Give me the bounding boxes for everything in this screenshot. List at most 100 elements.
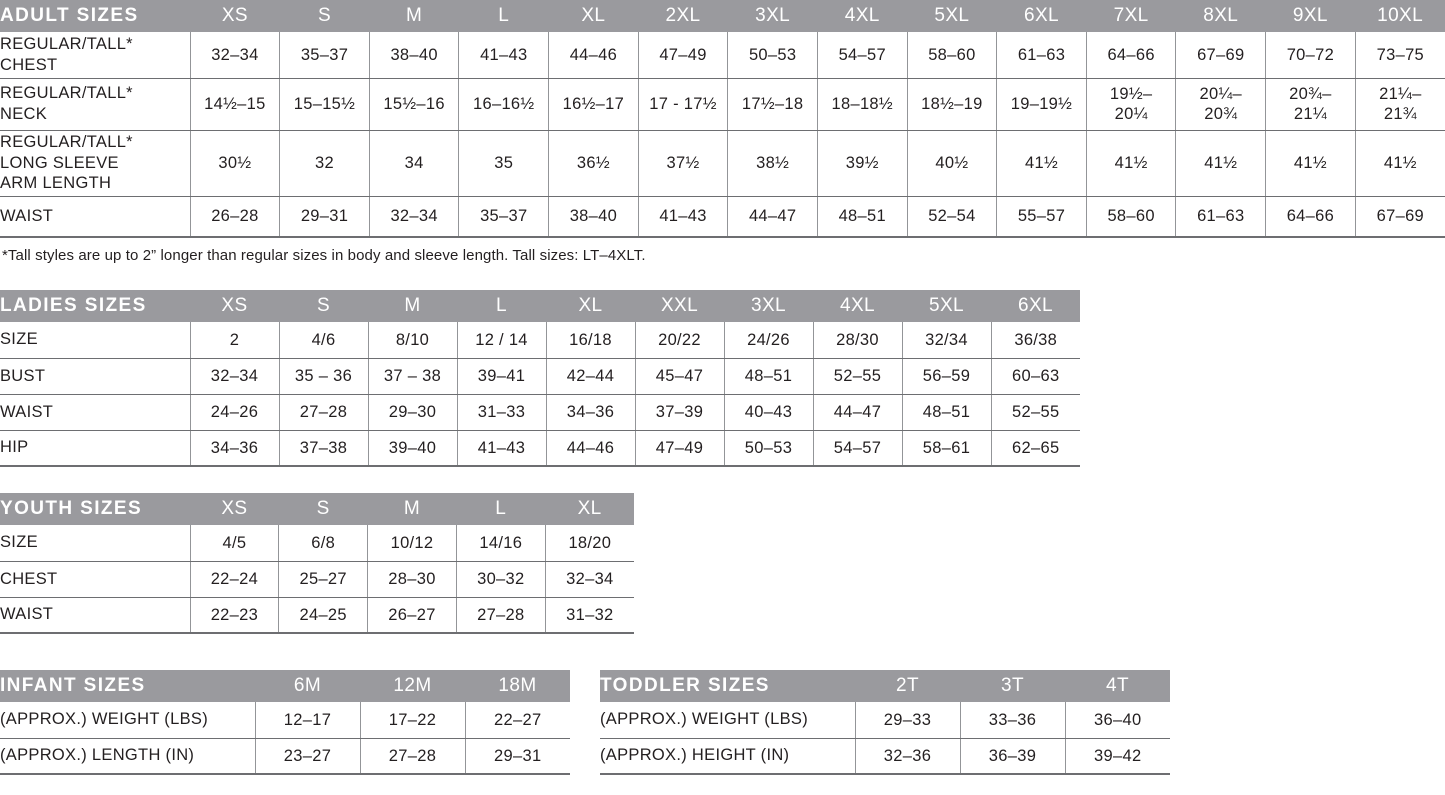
infant-toddler-row: INFANT SIZES 6M 12M 18M (APPROX.) WEIGHT… xyxy=(0,670,1445,775)
infant-length-18m: 29–31 xyxy=(464,738,570,775)
ladies-size-s: 4/6 xyxy=(278,322,368,359)
ladies-table-header: LADIES SIZES XS S M L XL XXL 3XL 4XL 5XL… xyxy=(0,290,1080,322)
ladies-waist-6xl: 52–55 xyxy=(990,394,1080,431)
ladies-col-xs: XS xyxy=(190,290,279,322)
adult-waist-8xl: 61–63 xyxy=(1175,196,1266,238)
table-row: SIZE 2 4/6 8/10 12 / 14 16/18 20/22 24/2… xyxy=(0,322,1080,359)
youth-size-xl: 18/20 xyxy=(544,525,634,562)
adult-sizes-block: ADULT SIZES XS S M L XL 2XL 3XL 4XL 5XL … xyxy=(0,0,1445,264)
toddler-col-3t: 3T xyxy=(960,670,1065,702)
adult-sleeve-xs: 30½ xyxy=(189,130,280,197)
adult-tall-footnote: *Tall styles are up to 2” longer than re… xyxy=(2,247,646,264)
youth-col-l: L xyxy=(456,493,546,525)
ladies-sizes-title: LADIES SIZES xyxy=(0,290,190,322)
adult-col-4xl: 4XL xyxy=(817,0,908,32)
adult-neck-s: 15–15½ xyxy=(279,78,370,131)
ladies-bust-m: 37 – 38 xyxy=(367,358,457,395)
adult-chest-xl: 44–46 xyxy=(548,32,639,79)
ladies-col-5xl: 5XL xyxy=(902,290,991,322)
spacer-ladies-youth xyxy=(0,467,1445,493)
table-row: SIZE 4/5 6/8 10/12 14/16 18/20 xyxy=(0,525,634,562)
infant-weight-6m: 12–17 xyxy=(254,702,360,739)
adult-neck-5xl: 18½–19 xyxy=(906,78,997,131)
adult-col-l: L xyxy=(458,0,549,32)
adult-sleeve-6xl: 41½ xyxy=(996,130,1087,197)
adult-neck-xs: 14½–15 xyxy=(189,78,280,131)
ladies-hip-l: 41–43 xyxy=(456,430,546,467)
youth-col-m: M xyxy=(367,493,457,525)
adult-row-label-sleeve: REGULAR/TALL* LONG SLEEVE ARM LENGTH xyxy=(0,130,191,197)
ladies-col-6xl: 6XL xyxy=(991,290,1080,322)
ladies-bust-5xl: 56–59 xyxy=(901,358,991,395)
ladies-hip-6xl: 62–65 xyxy=(990,430,1080,467)
ladies-size-xxl: 20/22 xyxy=(634,322,724,359)
adult-waist-7xl: 58–60 xyxy=(1085,196,1176,238)
infant-sizes-title: INFANT SIZES xyxy=(0,670,255,702)
table-row: REGULAR/TALL* NECK 14½–15 15–15½ 15½–16 … xyxy=(0,78,1445,131)
adult-chest-4xl: 54–57 xyxy=(816,32,908,79)
adult-waist-6xl: 55–57 xyxy=(996,196,1087,238)
ladies-row-label-hip: HIP xyxy=(0,430,190,467)
youth-waist-xl: 31–32 xyxy=(544,597,634,634)
ladies-row-label-waist: WAIST xyxy=(0,394,190,431)
adult-sleeve-3xl: 38½ xyxy=(727,130,818,197)
table-row: REGULAR/TALL* CHEST 32–34 35–37 38–40 41… xyxy=(0,32,1445,79)
adult-waist-5xl: 52–54 xyxy=(906,196,997,238)
youth-row-label-waist: WAIST xyxy=(0,597,190,634)
adult-sleeve-10xl: 41½ xyxy=(1354,130,1445,197)
adult-chest-6xl: 61–63 xyxy=(996,32,1087,79)
table-row: HIP 34–36 37–38 39–40 41–43 44–46 47–49 … xyxy=(0,430,1080,467)
ladies-hip-xs: 34–36 xyxy=(189,430,279,467)
ladies-bust-xl: 42–44 xyxy=(545,358,635,395)
adult-neck-4xl: 18–18½ xyxy=(816,78,908,131)
ladies-waist-m: 29–30 xyxy=(367,394,457,431)
toddler-row-label-weight: (APPROX.) WEIGHT (LBS) xyxy=(600,702,855,739)
adult-waist-xl: 38–40 xyxy=(548,196,639,238)
ladies-col-s: S xyxy=(279,290,368,322)
infant-header-row: INFANT SIZES 6M 12M 18M xyxy=(0,670,570,702)
adult-waist-2xl: 41–43 xyxy=(637,196,728,238)
youth-table-header: YOUTH SIZES XS S M L XL xyxy=(0,493,634,525)
infant-sizes-table: INFANT SIZES 6M 12M 18M (APPROX.) WEIGHT… xyxy=(0,670,570,775)
toddler-row-label-height: (APPROX.) HEIGHT (IN) xyxy=(600,738,855,775)
toddler-weight-2t: 29–33 xyxy=(854,702,960,739)
adult-col-10xl: 10XL xyxy=(1355,0,1445,32)
adult-col-3xl: 3XL xyxy=(727,0,818,32)
infant-length-12m: 27–28 xyxy=(359,738,465,775)
table-row: WAIST 22–23 24–25 26–27 27–28 31–32 xyxy=(0,597,634,634)
infant-weight-18m: 22–27 xyxy=(464,702,570,739)
infant-col-6m: 6M xyxy=(255,670,360,702)
ladies-waist-5xl: 48–51 xyxy=(901,394,991,431)
adult-table-header: ADULT SIZES XS S M L XL 2XL 3XL 4XL 5XL … xyxy=(0,0,1445,32)
adult-col-m: M xyxy=(369,0,459,32)
adult-waist-l: 35–37 xyxy=(458,196,549,238)
adult-neck-l: 16–16½ xyxy=(458,78,549,131)
adult-col-7xl: 7XL xyxy=(1086,0,1176,32)
youth-header-row: YOUTH SIZES XS S M L XL xyxy=(0,493,634,525)
adult-neck-6xl: 19–19½ xyxy=(996,78,1087,131)
ladies-size-m: 8/10 xyxy=(367,322,457,359)
infant-length-6m: 23–27 xyxy=(254,738,360,775)
ladies-hip-s: 37–38 xyxy=(278,430,368,467)
adult-col-xs: XS xyxy=(190,0,280,32)
ladies-size-5xl: 32/34 xyxy=(901,322,991,359)
youth-size-m: 10/12 xyxy=(367,525,457,562)
adult-neck-8xl: 20¼– 20¾ xyxy=(1175,78,1266,131)
toddler-weight-3t: 33–36 xyxy=(959,702,1065,739)
youth-chest-s: 25–27 xyxy=(278,561,368,598)
ladies-waist-xxl: 37–39 xyxy=(634,394,724,431)
ladies-size-l: 12 / 14 xyxy=(456,322,546,359)
adult-row-label-waist: WAIST xyxy=(0,196,191,238)
spacer-adult-ladies xyxy=(0,264,1445,290)
youth-chest-l: 30–32 xyxy=(455,561,546,598)
adult-neck-9xl: 20¾– 21¼ xyxy=(1265,78,1356,131)
spacer-youth-bottom xyxy=(0,634,1445,670)
adult-neck-2xl: 17 - 17½ xyxy=(637,78,728,131)
toddler-sizes-table: TODDLER SIZES 2T 3T 4T (APPROX.) WEIGHT … xyxy=(600,670,1170,775)
table-row: WAIST 26–28 29–31 32–34 35–37 38–40 41–4… xyxy=(0,196,1445,238)
ladies-table-body: SIZE 2 4/6 8/10 12 / 14 16/18 20/22 24/2… xyxy=(0,322,1080,467)
youth-waist-s: 24–25 xyxy=(278,597,368,634)
adult-row-label-chest: REGULAR/TALL* CHEST xyxy=(0,32,191,79)
ladies-size-3xl: 24/26 xyxy=(723,322,813,359)
ladies-size-4xl: 28/30 xyxy=(812,322,902,359)
